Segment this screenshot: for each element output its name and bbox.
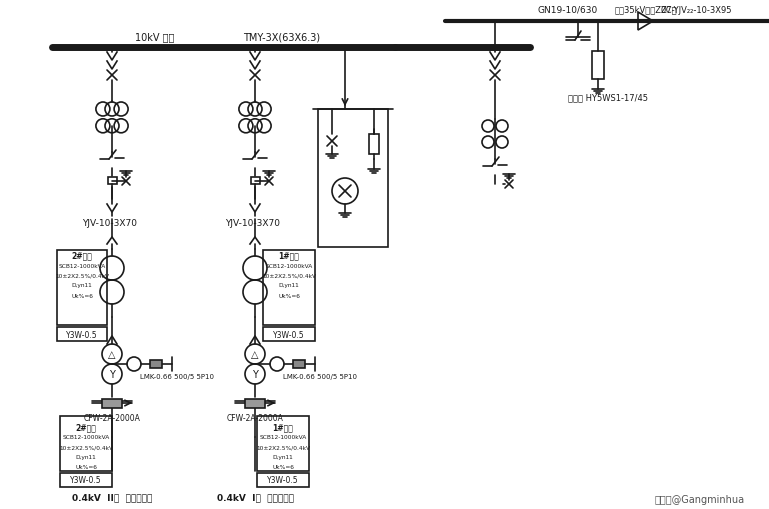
Bar — [263, 250, 315, 325]
Bar — [57, 327, 107, 342]
Text: D,yn11: D,yn11 — [278, 283, 299, 288]
Bar — [245, 399, 265, 408]
Text: △: △ — [108, 349, 116, 359]
Bar — [57, 250, 107, 325]
Text: CFW-2A-2000A: CFW-2A-2000A — [84, 414, 141, 422]
Bar — [293, 360, 305, 369]
Text: 引自35kV主路Z07柜: 引自35kV主路Z07柜 — [614, 6, 677, 14]
Text: YJV-10-3X70: YJV-10-3X70 — [225, 218, 281, 227]
Text: Uk%=6: Uk%=6 — [272, 465, 294, 470]
Text: Uk%=6: Uk%=6 — [75, 465, 97, 470]
Text: 2#主变: 2#主变 — [75, 422, 96, 432]
Text: 1#主变: 1#主变 — [272, 422, 294, 432]
Text: ZC-YJV₂₂-10-3X95: ZC-YJV₂₂-10-3X95 — [661, 6, 732, 14]
Bar — [251, 178, 260, 185]
Text: Y: Y — [252, 369, 258, 379]
Text: 10±2X2.5%/0.4kV: 10±2X2.5%/0.4kV — [59, 445, 113, 449]
Text: SCB12-1000kVA: SCB12-1000kVA — [259, 435, 307, 440]
Text: SCB12-1000kVA: SCB12-1000kVA — [58, 263, 105, 268]
Text: Y: Y — [109, 369, 115, 379]
Text: 避雷器 HY5WS1-17/45: 避雷器 HY5WS1-17/45 — [568, 93, 648, 102]
Text: 10±2X2.5%/0.4kV: 10±2X2.5%/0.4kV — [262, 273, 316, 278]
Text: 10±2X2.5%/0.4kV: 10±2X2.5%/0.4kV — [256, 445, 310, 449]
Bar — [263, 327, 315, 342]
Text: 10kV 母线: 10kV 母线 — [135, 32, 175, 42]
Text: △: △ — [251, 349, 258, 359]
Text: 2#主变: 2#主变 — [72, 251, 92, 260]
Bar — [108, 178, 117, 185]
Bar — [369, 135, 379, 155]
Bar — [60, 473, 112, 487]
Text: Y3W-0.5: Y3W-0.5 — [273, 330, 305, 339]
Bar — [60, 416, 112, 471]
Text: GN19-10/630: GN19-10/630 — [538, 6, 598, 14]
Text: Uk%=6: Uk%=6 — [278, 293, 300, 298]
Text: Y3W-0.5: Y3W-0.5 — [66, 330, 98, 339]
Text: TMY-3X(63X6.3): TMY-3X(63X6.3) — [244, 32, 321, 42]
Text: Y3W-0.5: Y3W-0.5 — [267, 475, 299, 485]
Text: Y3W-0.5: Y3W-0.5 — [70, 475, 102, 485]
Text: 10±2X2.5%/0.4kV: 10±2X2.5%/0.4kV — [55, 273, 109, 278]
Text: YJV-10-3X70: YJV-10-3X70 — [82, 218, 138, 227]
Text: 0.4kV  II段  母线进线柜: 0.4kV II段 母线进线柜 — [72, 493, 152, 501]
Text: SCB12-1000kVA: SCB12-1000kVA — [265, 263, 313, 268]
Text: Uk%=6: Uk%=6 — [71, 293, 93, 298]
Bar — [102, 399, 122, 408]
Text: 1#主变: 1#主变 — [278, 251, 299, 260]
Text: D,yn11: D,yn11 — [273, 455, 294, 460]
Text: CFW-2A-2000A: CFW-2A-2000A — [227, 414, 284, 422]
Text: 0.4kV  I段  母线进线柜: 0.4kV I段 母线进线柜 — [217, 493, 294, 501]
Bar — [257, 473, 309, 487]
Text: LMK-0.66 500/5 5P10: LMK-0.66 500/5 5P10 — [140, 373, 214, 379]
Text: 搜狐号@Gangminhua: 搜狐号@Gangminhua — [655, 494, 745, 504]
Bar — [592, 52, 604, 80]
Text: D,yn11: D,yn11 — [72, 283, 92, 288]
Text: LMK-0.66 500/5 5P10: LMK-0.66 500/5 5P10 — [283, 373, 357, 379]
Bar — [257, 416, 309, 471]
Bar — [318, 110, 388, 247]
Text: D,yn11: D,yn11 — [75, 455, 96, 460]
Bar — [150, 360, 162, 369]
Text: SCB12-1000kVA: SCB12-1000kVA — [62, 435, 110, 440]
